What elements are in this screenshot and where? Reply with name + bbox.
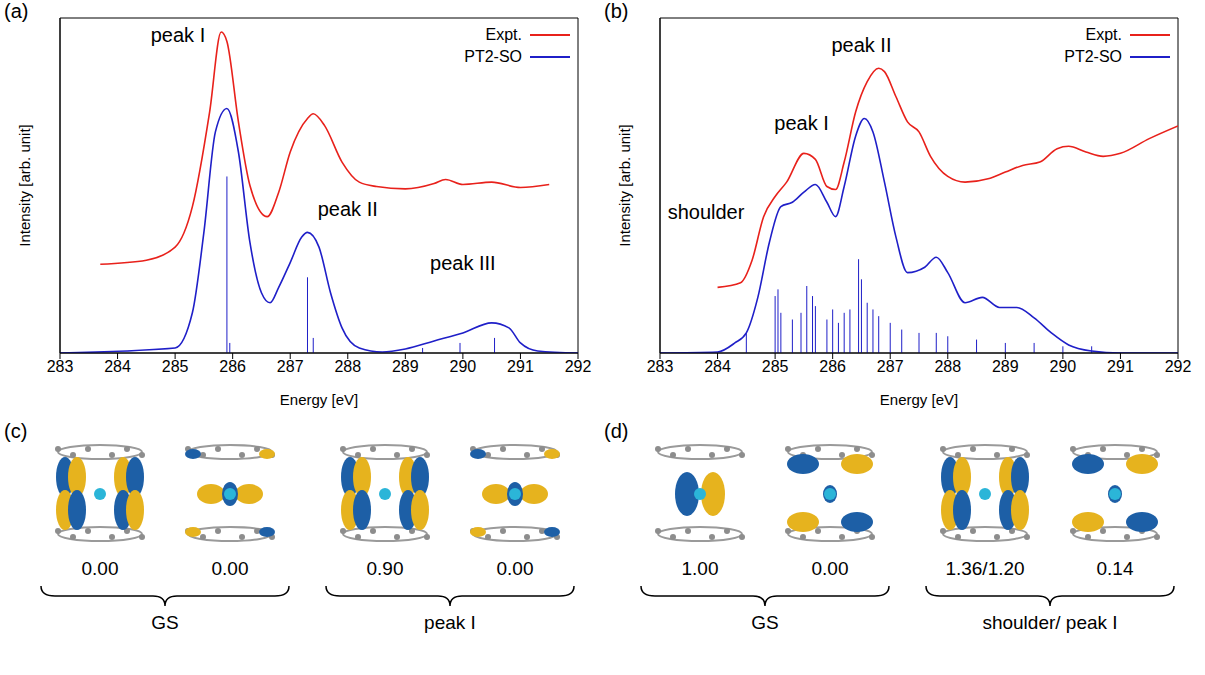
html-text:1.00: 1.00 [681,558,719,579]
svg-text:286: 286 [219,358,246,375]
svg-text:289: 289 [992,358,1019,375]
svg-text:284: 284 [704,358,731,375]
svg-text:288: 288 [334,358,361,375]
svg-text:291: 291 [507,358,534,375]
html-text:0.00: 0.00 [81,558,119,579]
svg-text:290: 290 [1050,358,1077,375]
html-text:(a): (a) [4,0,29,22]
html-text:Expt.: Expt. [485,26,522,43]
svg-text:Intensity [arb. unit]: Intensity [arb. unit] [616,124,633,247]
html-text:0.00: 0.00 [211,558,249,579]
svg-text:Energy [eV]: Energy [eV] [280,391,358,408]
svg-text:peak I: peak I [774,112,828,134]
svg-text:283: 283 [647,358,674,375]
html-text:GS: GS [151,612,179,633]
svg-text:286: 286 [819,358,846,375]
svg-text:peak III: peak III [430,252,496,274]
svg-text:285: 285 [162,358,189,375]
html-text:0.90: 0.90 [366,558,404,579]
html-text:(b): (b) [604,0,629,22]
svg-text:287: 287 [277,358,304,375]
html-text:shoulder/ peak I: shoulder/ peak I [982,612,1118,633]
svg-text:285: 285 [762,358,789,375]
svg-text:shoulder: shoulder [668,201,745,223]
svg-text:291: 291 [1107,358,1134,375]
html-text:PT2-SO: PT2-SO [464,48,522,65]
svg-text:290: 290 [450,358,477,375]
html-text:0.14: 0.14 [1096,558,1134,579]
html-text:Expt.: Expt. [1085,26,1122,43]
svg-text:287: 287 [877,358,904,375]
svg-text:292: 292 [1165,358,1192,375]
svg-text:peak I: peak I [151,24,205,46]
svg-text:292: 292 [565,358,592,375]
html-text:GS: GS [751,612,779,633]
html-text:0.00: 0.00 [496,558,534,579]
html-text:1.36/1.20: 1.36/1.20 [945,558,1025,579]
svg-text:peak II: peak II [831,34,891,56]
html-text:0.00: 0.00 [811,558,849,579]
svg-text:284: 284 [104,358,131,375]
svg-text:289: 289 [392,358,419,375]
html-text:(d): (d) [604,420,629,442]
svg-text:Intensity [arb. unit]: Intensity [arb. unit] [16,124,33,247]
html-text:PT2-SO: PT2-SO [1064,48,1122,65]
html-text:(c): (c) [4,420,28,442]
svg-text:283: 283 [47,358,74,375]
svg-text:Energy [eV]: Energy [eV] [880,391,958,408]
svg-text:288: 288 [934,358,961,375]
svg-text:peak II: peak II [318,198,378,220]
html-text:peak I: peak I [424,612,476,633]
